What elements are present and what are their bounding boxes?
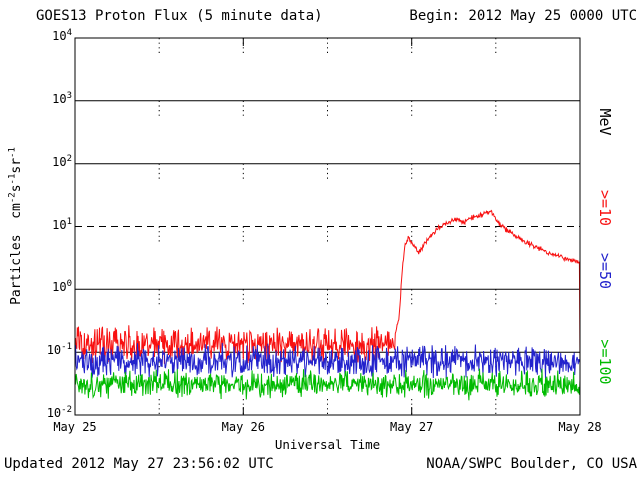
y-tick-label-10e0: 100 xyxy=(52,279,72,295)
x-tick-label-may-25: May 25 xyxy=(53,420,97,434)
y-tick-label-10e-2: 10-2 xyxy=(46,405,72,421)
plot-border xyxy=(74,37,581,416)
series-line-ge50 xyxy=(74,342,581,379)
x-tick-label-may-27: May 27 xyxy=(389,420,434,434)
series-line-ge10 xyxy=(74,209,581,366)
updated-timestamp: Updated 2012 May 27 23:56:02 UTC xyxy=(4,456,274,472)
begin-timestamp: Begin: 2012 May 25 0000 UTC xyxy=(409,8,637,24)
y-tick-label-10e-1: 10-1 xyxy=(46,342,72,358)
x-axis-label: Universal Time xyxy=(274,437,381,452)
source-credit: NOAA/SWPC Boulder, CO USA xyxy=(426,456,637,472)
x-tick-label-may-26: May 26 xyxy=(221,420,265,434)
unit-label-mev: MeV xyxy=(596,108,614,136)
y-tick-label-10e4: 104 xyxy=(52,28,72,44)
series-label-ge100: >=100 xyxy=(596,339,614,385)
x-tick-label-may-28: May 28 xyxy=(558,420,602,434)
series-label-ge50: >=50 xyxy=(596,252,614,290)
series-line-ge100 xyxy=(74,368,581,401)
chart-title: GOES13 Proton Flux (5 minute data) xyxy=(36,8,323,24)
y-tick-label-10e3: 103 xyxy=(52,90,72,106)
y-axis-label: Particles cm-2s-1sr-1 xyxy=(7,147,24,305)
y-tick-label-10e2: 102 xyxy=(52,153,72,169)
y-tick-label-10e1: 101 xyxy=(52,216,72,232)
